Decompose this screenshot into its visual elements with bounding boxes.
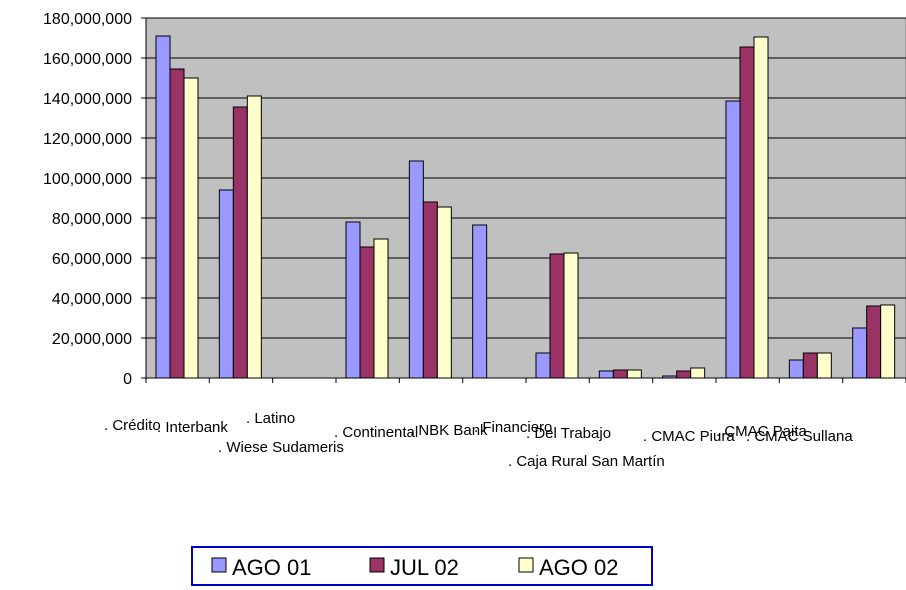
category-label: . Del Trabajo: [526, 425, 611, 442]
y-tick-label: 120,000,000: [43, 131, 132, 148]
bar-jul-02: [232, 106, 248, 379]
bar-ago-01: [725, 100, 741, 379]
plot-area: [145, 17, 906, 379]
category-label: . CMAC Piura: [643, 428, 735, 445]
bar-ago-02: [816, 352, 832, 379]
bar-jul-02: [359, 246, 375, 379]
bar-ago-02: [690, 367, 706, 379]
bar-ago-02: [436, 206, 452, 379]
bar-ago-02: [880, 304, 896, 379]
bar-jul-02: [866, 305, 882, 379]
bar-ago-01: [788, 359, 804, 379]
bars: [155, 35, 896, 379]
y-tick-labels: 0 20,000,000 40,000,000 60,000,000 80,000,00…: [43, 11, 132, 388]
bar-jul-02: [549, 253, 565, 379]
bar-ago-02: [183, 77, 199, 379]
category-labels: . Crédito. Interbank . Latino . Continenta…: [104, 410, 853, 470]
y-tick-label: 180,000,000: [43, 11, 132, 28]
bar-ago-02: [626, 369, 642, 379]
bar-jul-02: [612, 369, 628, 379]
y-tick-label: 80,000,000: [52, 211, 132, 228]
bar-ago-01: [535, 352, 551, 379]
bar-ago-02: [246, 95, 262, 379]
legend-box: [191, 546, 653, 586]
bar-jul-02: [422, 201, 438, 379]
category-label: . Continental: [334, 424, 418, 441]
legend: AGO 01 JUL 02 AGO 02: [191, 546, 653, 586]
bar-ago-01: [852, 327, 868, 379]
category-label: . Wiese Sudameris: [218, 439, 344, 456]
category-label: . Caja Rural San Martín: [508, 453, 665, 470]
bar-ago-02: [563, 252, 579, 379]
y-tick-label: 40,000,000: [52, 291, 132, 308]
category-label: . Financiero: [474, 419, 552, 436]
bar-jul-02: [169, 68, 185, 379]
bar-jul-02: [802, 352, 818, 379]
bar-ago-01: [155, 35, 171, 379]
category-label: . CMAC Sullana: [746, 428, 853, 445]
gridlines: [141, 17, 906, 379]
bar-ago-01: [472, 224, 488, 379]
y-tick-label: 160,000,000: [43, 51, 132, 68]
axes: [145, 18, 906, 383]
bar-ago-01: [345, 221, 361, 379]
category-label: . CMAC Paita: [716, 423, 808, 440]
bar-jul-02: [739, 46, 755, 379]
category-label: . Interbank: [157, 419, 228, 436]
legend-label: AGO 02: [539, 555, 618, 580]
bar-ago-02: [373, 238, 389, 379]
bar-jul-02: [676, 370, 692, 379]
legend-swatch: [369, 557, 385, 573]
y-tick-label: 20,000,000: [52, 331, 132, 348]
bar-ago-01: [408, 160, 424, 379]
legend-label: AGO 01: [232, 555, 311, 580]
bar-ago-01: [218, 189, 234, 379]
y-tick-label: 0: [123, 371, 132, 388]
y-tick-label: 100,000,000: [43, 171, 132, 188]
category-label: . NBK Bank: [410, 422, 488, 439]
y-tick-label: 140,000,000: [43, 91, 132, 108]
bar-ago-02: [753, 36, 769, 379]
y-tick-label: 60,000,000: [52, 251, 132, 268]
category-label: . Latino: [246, 410, 295, 427]
category-label: . Crédito: [104, 417, 161, 434]
legend-swatch: [518, 557, 534, 573]
bar-ago-01: [598, 370, 614, 379]
legend-swatch: [211, 557, 227, 573]
legend-label: JUL 02: [390, 555, 459, 580]
